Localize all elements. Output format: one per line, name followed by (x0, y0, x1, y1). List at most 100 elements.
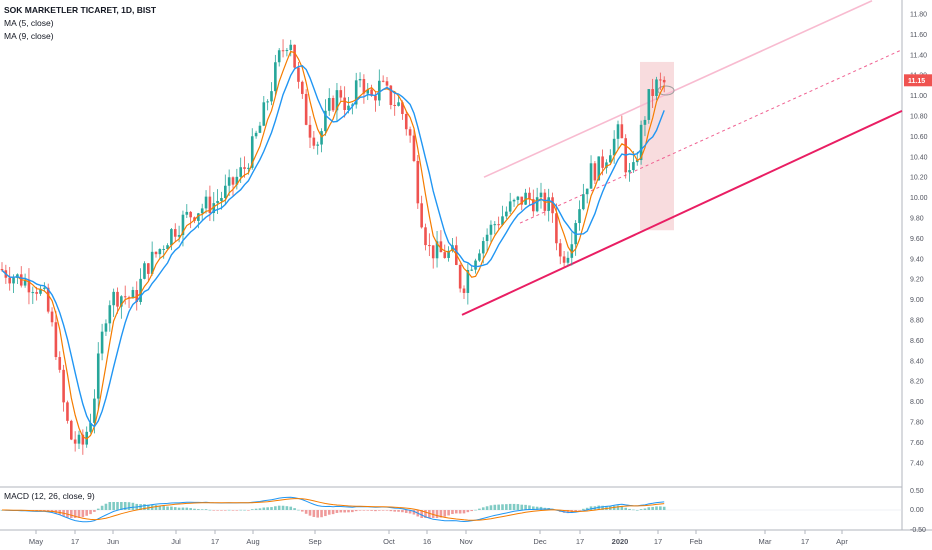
candle-body (320, 131, 323, 145)
x-tick-label: 2020 (612, 537, 629, 546)
macd-histogram-bar (501, 504, 504, 510)
macd-histogram-bar (93, 510, 96, 512)
macd-histogram-bar (616, 505, 620, 510)
candle-body (589, 163, 593, 189)
candle-body (139, 278, 142, 302)
candle-body (505, 211, 508, 217)
macd-histogram-bar (358, 510, 362, 511)
candle-body (308, 124, 312, 138)
macd-histogram-bar (316, 510, 319, 518)
candle-body (593, 163, 597, 181)
macd-histogram-bar (516, 504, 520, 510)
candle-body (185, 211, 189, 215)
candle-body (143, 263, 146, 279)
moving-averages (1, 50, 665, 440)
macd-histogram-bar (239, 509, 242, 511)
x-tick-label: 16 (423, 537, 431, 546)
candle-body (96, 353, 100, 399)
channel-upper-line (483, 0, 873, 178)
macd-histogram-bar (632, 509, 635, 511)
candle-body (493, 224, 497, 226)
macd-histogram-bar (493, 504, 497, 510)
candle-body (116, 291, 119, 307)
candle-body (366, 89, 370, 94)
macd-histogram-bar (274, 506, 277, 510)
candle-body (66, 402, 69, 421)
ma9-line (1, 65, 665, 428)
macd-histogram-bar (120, 502, 123, 510)
candle-body (239, 167, 242, 177)
candle-body (77, 434, 81, 444)
candle-body (46, 287, 50, 312)
candle-body (378, 80, 381, 101)
y-tick-label: 9.00 (910, 297, 924, 304)
macd-histogram-bar (147, 504, 150, 510)
y-tick-label: 8.60 (910, 338, 924, 345)
y-tick-label: 8.40 (910, 358, 924, 365)
candle-body (393, 104, 396, 106)
macd-histogram-bar (585, 507, 589, 510)
macd-histogram-bar (582, 508, 585, 510)
macd-histogram-bar (96, 508, 100, 510)
macd-histogram-bar (404, 510, 408, 513)
candle-body (462, 288, 466, 293)
macd-histogram-bar (589, 506, 593, 510)
candle-body (335, 90, 339, 111)
candle-body (408, 129, 412, 136)
macd-histogram-bar (277, 505, 281, 510)
candle-body (181, 214, 185, 236)
candle-body (632, 162, 635, 171)
macd-histogram-bar (266, 507, 269, 510)
x-tick-label: May (29, 537, 43, 546)
y-tick-label: 8.00 (910, 399, 924, 406)
macd-histogram-bar (116, 502, 119, 510)
candle-body (189, 211, 192, 218)
macd-histogram-bar (347, 510, 350, 513)
candle-body (274, 62, 277, 92)
macd-histogram-bar (227, 509, 231, 511)
macd-histogram-bar (354, 510, 358, 512)
y-tick-label: 9.80 (910, 216, 924, 223)
candle-body (262, 102, 266, 126)
candle-body (474, 260, 477, 270)
candle-body (170, 229, 173, 246)
macd-histogram-bar (601, 505, 604, 510)
macd-histogram-bar (620, 505, 624, 510)
macd-histogram-bar (362, 510, 366, 511)
macd-histogram-bar (397, 510, 400, 512)
candle-body (547, 197, 550, 211)
candle-body (370, 89, 373, 96)
candle-body (404, 113, 408, 130)
macd-histogram-bar (131, 502, 135, 510)
macd-histogram-bar (123, 502, 127, 510)
macd-histogram-bar (455, 510, 458, 514)
macd-histogram-bar (443, 510, 447, 517)
macd-histogram-bar (497, 504, 500, 510)
macd-histogram-bar (428, 510, 431, 518)
candle-body (293, 44, 296, 68)
candle-body (601, 156, 604, 168)
macd-histogram-bar (532, 506, 535, 510)
candle-body (247, 167, 250, 169)
macd-histogram-bar (208, 509, 212, 511)
candle-body (35, 292, 38, 294)
macd-histogram-bar (489, 505, 493, 510)
macd-histogram-bar (351, 510, 354, 513)
macd-histogram-bar (566, 510, 570, 514)
macd-histogram-bar (220, 510, 223, 511)
macd-histogram-bar (389, 510, 393, 512)
macd-histogram-bar (85, 510, 88, 516)
macd-histogram-bar (520, 504, 524, 510)
macd-histogram-bar (420, 510, 423, 518)
candle-body (612, 138, 616, 156)
macd-histogram-bar (385, 510, 389, 511)
macd-tick-label: 0.50 (910, 488, 924, 495)
candle-body (435, 241, 439, 259)
y-tick-label: 11.60 (910, 32, 927, 39)
candle-body (62, 369, 65, 403)
candle-body (220, 198, 223, 201)
macd-histogram-bar (524, 504, 527, 510)
macd-histogram-bar (335, 510, 339, 513)
candle-body (424, 227, 427, 246)
